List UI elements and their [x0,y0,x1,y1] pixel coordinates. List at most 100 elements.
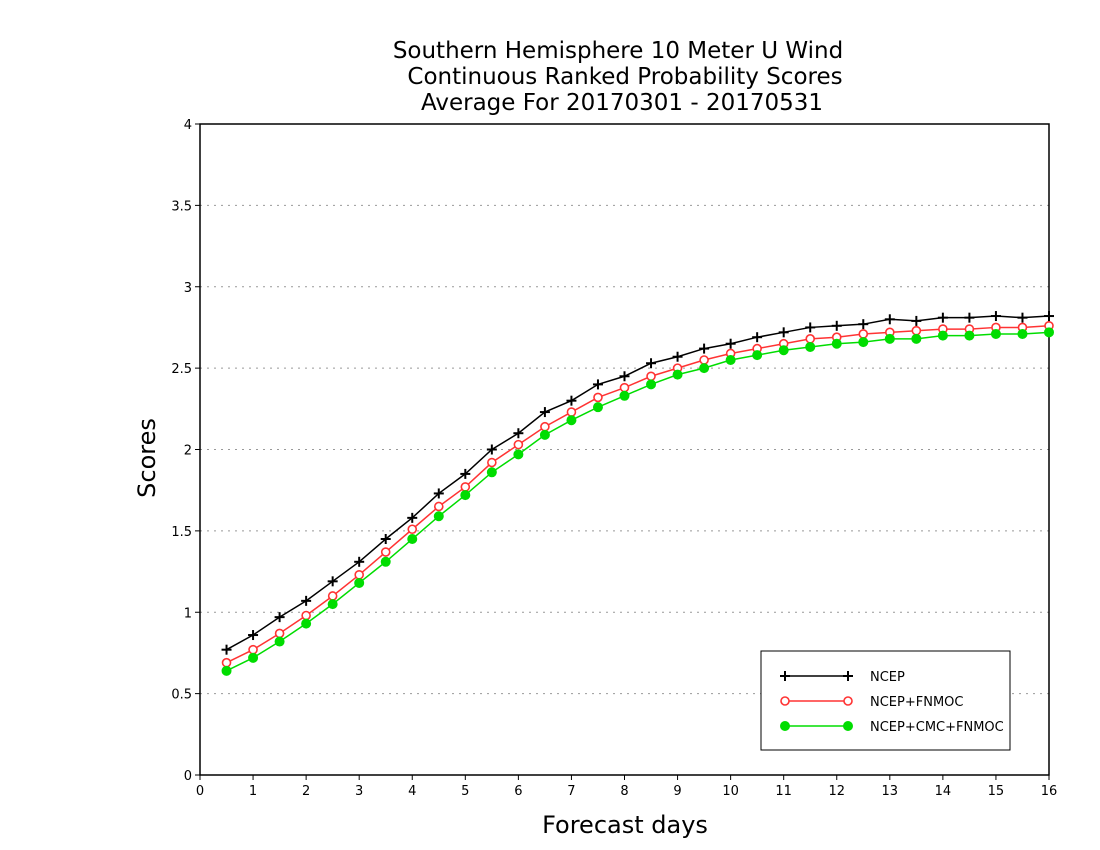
data-point [407,524,418,535]
legend-entry: NCEP [780,670,905,685]
data-point [460,490,471,501]
legend-marker [843,671,853,681]
series-line [226,331,1050,672]
data-point [725,338,736,349]
legend-marker [780,671,790,681]
data-point [884,314,895,325]
data-point [539,429,550,440]
data-point [301,595,312,606]
data-point [274,636,285,647]
data-point [301,610,311,621]
data-point [1044,311,1054,322]
data-point [327,591,338,601]
data-point [990,311,1001,322]
y-tick-label: 0.5 [171,688,192,703]
x-tick-label: 14 [935,784,952,799]
data-point [911,325,922,336]
data-point [354,577,365,588]
data-point [646,371,656,382]
x-tick-label: 7 [567,784,575,799]
legend-marker [843,721,853,731]
x-tick-label: 12 [828,784,845,799]
title-line-1: Southern Hemisphere 10 Meter U Wind [393,38,843,64]
data-point [619,371,630,382]
data-point [566,415,577,426]
data-point [539,407,550,418]
data-point [274,612,285,623]
data-point [725,354,736,365]
data-point [460,468,471,479]
series-2 [221,321,1054,668]
data-point [831,320,842,331]
data-point [301,618,312,629]
data-point [752,350,763,361]
data-point [805,334,816,344]
data-point [937,330,948,341]
data-point [699,343,710,354]
data-point [672,369,683,380]
series-3 [221,327,1054,676]
data-point [486,444,497,455]
data-point [646,358,657,369]
y-tick-label: 1.5 [171,525,192,540]
x-tick-label: 6 [514,784,522,799]
x-tick-label: 2 [302,784,310,799]
y-tick-label: 3 [184,281,192,296]
y-tick-label: 0 [184,769,192,784]
x-tick-label: 13 [882,784,899,799]
data-point [592,379,603,390]
data-point [858,337,869,348]
data-point [486,467,497,478]
x-tick-label: 5 [461,784,469,799]
data-point [513,439,524,450]
y-tick-label: 3.5 [171,199,192,214]
data-point [460,482,471,492]
data-point [380,534,391,545]
data-point [593,392,603,403]
legend-marker [780,721,790,731]
data-point [990,328,1001,339]
legend-entry: NCEP+CMC+FNMOC [780,720,1004,735]
data-point [699,355,709,365]
data-point [566,395,577,406]
data-point [513,449,524,460]
data-point [672,351,683,362]
data-point [1044,327,1054,338]
y-tick-label: 4 [184,118,192,133]
axis-ticks: 00.511.522.533.540 1 2 3 4 5 6 7 8 9 10 11 12 13 14 15 1… [171,118,1057,799]
data-point [354,556,365,567]
data-point [805,322,816,333]
data-point [805,341,816,352]
data-point [778,327,789,338]
data-point [248,630,259,641]
data-point [619,390,630,401]
data-point [540,421,550,432]
data-point [964,330,975,341]
data-point [248,644,258,655]
legend-marker [780,696,790,706]
data-point [274,628,285,639]
y-tick-label: 1 [184,606,192,621]
data-point [433,511,444,522]
x-tick-label: 8 [620,784,628,799]
data-series [221,311,1054,676]
data-point [487,457,497,468]
legend-marker [843,696,853,706]
data-point [1017,328,1028,339]
x-tick-label: 4 [408,784,416,799]
legend-label: NCEP [870,670,905,685]
y-axis-title: Scores [133,418,161,498]
legend: NCEP NCEP+FNMOC NCEP+CMC+FNMOC [760,650,1011,751]
data-point [513,428,524,439]
x-tick-label: 0 [196,784,204,799]
data-point [327,576,338,587]
data-point [380,547,391,557]
data-point [433,501,444,512]
title-line-2: Continuous Ranked Probability Scores [407,64,842,90]
x-tick-label: 16 [1041,784,1058,799]
data-point [566,407,577,417]
x-tick-label: 15 [988,784,1005,799]
data-point [221,644,232,655]
data-point [911,315,922,326]
